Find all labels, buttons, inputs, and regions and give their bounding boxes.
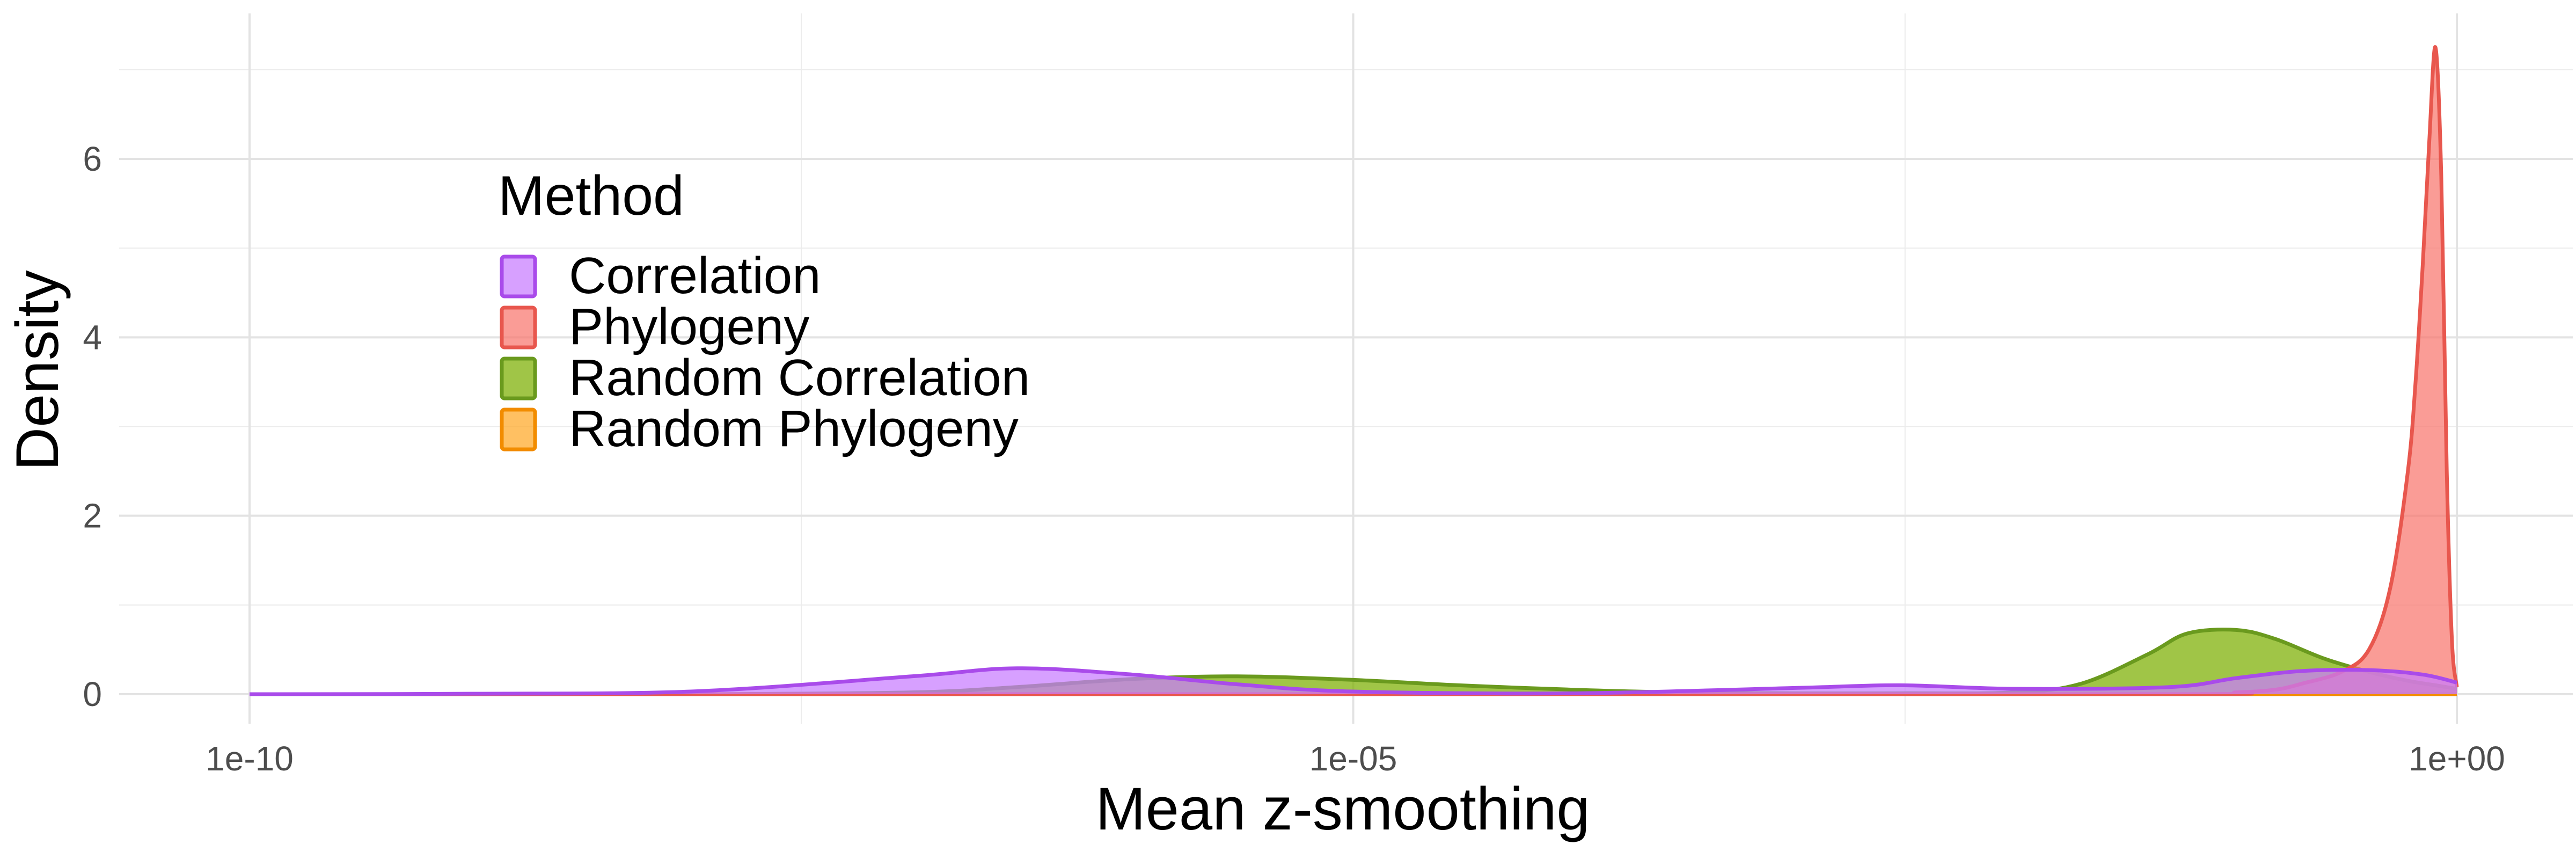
y-tick-labels: 0 2 4 6 (83, 140, 102, 714)
x-tick-label: 1e+00 (2409, 739, 2505, 778)
density-areas (249, 45, 2459, 696)
area-correlation (250, 668, 2457, 694)
legend-label-random-phylogeny: Random Phylogeny (569, 400, 1019, 457)
y-tick-label: 0 (83, 675, 102, 714)
y-tick-label: 6 (83, 140, 102, 178)
legend-key-random-correlation (500, 356, 537, 401)
legend-label-correlation: Correlation (569, 247, 821, 304)
x-tick-label: 1e-10 (206, 739, 294, 778)
legend-key-correlation (500, 254, 537, 299)
legend-label-phylogeny: Phylogeny (569, 298, 809, 355)
legend-title: Method (498, 165, 684, 227)
y-tick-label: 2 (83, 497, 102, 535)
y-tick-label: 4 (83, 318, 102, 356)
x-axis-title: Mean z-smoothing (1095, 775, 1590, 842)
x-tick-label: 1e-05 (1309, 739, 1397, 778)
legend-key-phylogeny (500, 305, 537, 350)
x-tick-labels: 1e-10 1e-05 1e+00 (206, 739, 2505, 778)
legend-label-random-correlation: Random Correlation (569, 349, 1030, 406)
line-correlation (249, 666, 2457, 696)
legend-key-random-phylogeny (500, 407, 537, 452)
y-axis-title: Density (4, 270, 71, 470)
